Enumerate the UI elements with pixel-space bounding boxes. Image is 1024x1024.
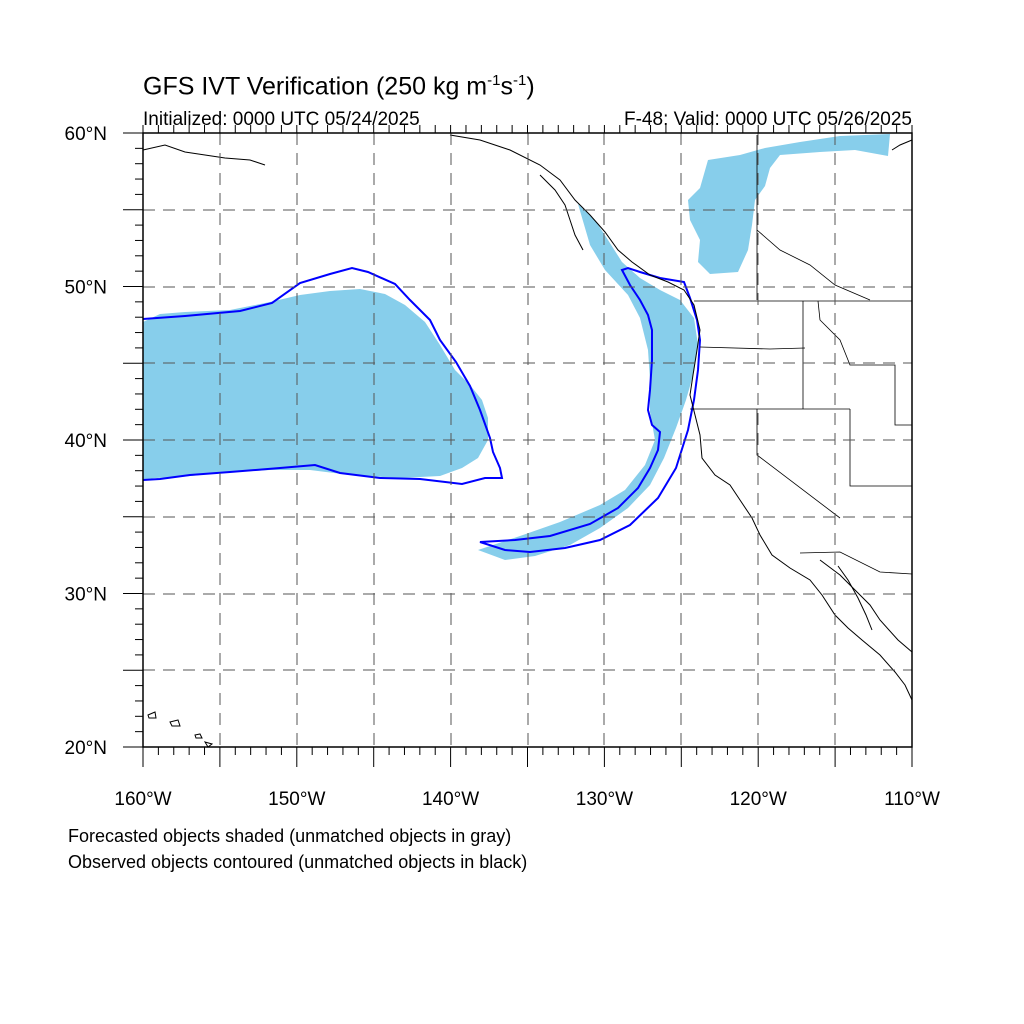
lat-label: 40°N [65, 431, 107, 452]
coast-baja [819, 559, 913, 653]
canada-province-border [756, 229, 871, 301]
latitude-labels: 60°N 50°N 40°N 30°N 20°N [65, 124, 107, 759]
lat-label: 30°N [65, 585, 107, 606]
lat-label: 50°N [65, 278, 107, 299]
coast-gulf-of-california [837, 565, 873, 631]
initialized-time: Initialized: 0000 UTC 05/24/2025 [143, 109, 420, 130]
forecast-object-west [143, 289, 488, 480]
footer-forecast-note: Forecasted objects shaded (unmatched obj… [68, 826, 512, 846]
utah-border [849, 409, 912, 487]
observed-contour-west [142, 266, 504, 486]
lat-label: 60°N [65, 124, 107, 145]
longitude-labels: 160°W 150°W 140°W 130°W 120°W 110°W [114, 789, 940, 810]
lon-label: 150°W [268, 789, 325, 810]
footer-observed-note: Observed objects contoured (unmatched ob… [68, 852, 528, 872]
valid-time: F-48: Valid: 0000 UTC 05/26/2025 [624, 109, 912, 130]
coast-north-right [891, 139, 913, 151]
observed-contours [142, 266, 702, 554]
lon-label: 110°W [884, 789, 940, 810]
coast-bc-islands [539, 174, 584, 251]
lon-label: 130°W [576, 789, 633, 810]
lon-label: 140°W [422, 789, 479, 810]
lat-label: 20°N [65, 738, 107, 759]
forecast-object-canada [688, 134, 890, 274]
map-title: GFS IVT Verification (250 kg m-1s-1) [143, 72, 535, 101]
washington-oregon-border [699, 346, 806, 350]
forecast-object-coastal-ar [478, 204, 698, 560]
lon-label: 120°W [730, 789, 787, 810]
mexico-border [799, 551, 913, 575]
lon-label: 160°W [114, 789, 171, 810]
hawaii [147, 711, 214, 748]
graticule [143, 133, 912, 747]
observed-contour-coastal-ar [479, 266, 702, 554]
forecast-objects [143, 134, 890, 560]
coast-alaska [142, 144, 266, 166]
political-boundaries [690, 135, 913, 575]
nevada-border [756, 409, 841, 519]
montana-border [817, 300, 912, 426]
axis-ticks [123, 125, 913, 767]
